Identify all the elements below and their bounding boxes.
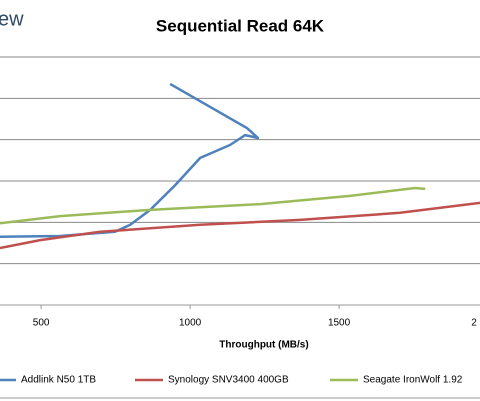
x-tick-label: 2 [471,318,477,329]
chart-title: Sequential Read 64K [156,16,325,35]
x-tick-label: 1000 [179,318,202,329]
x-tick-label: 1500 [328,318,351,329]
series-line [0,82,260,239]
legend-label: Synology SNV3400 400GB [168,375,289,386]
x-tick-label: 500 [33,318,50,329]
brand: ew [0,8,24,30]
legend-label: Addlink N50 1TB [21,375,96,386]
x-axis-title: Throughput (MB/s) [219,340,308,351]
series-line [0,201,480,250]
series-line [0,186,426,225]
legend-label: Seagate IronWolf 1.92 [363,375,463,386]
